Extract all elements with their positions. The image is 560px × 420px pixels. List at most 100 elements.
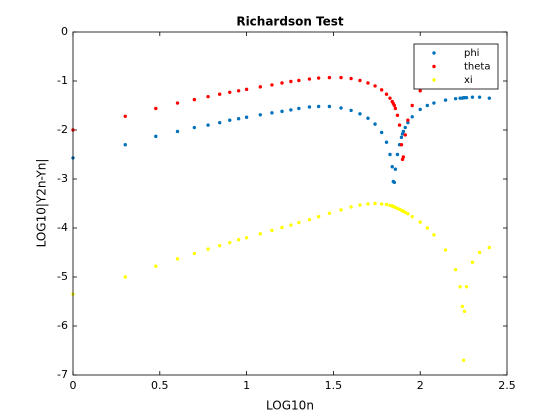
point <box>403 210 407 215</box>
point <box>425 103 430 108</box>
point <box>388 152 392 157</box>
point <box>349 76 353 81</box>
point <box>373 84 377 88</box>
point <box>307 105 312 109</box>
point <box>270 111 274 115</box>
point <box>432 233 436 237</box>
point <box>366 81 370 85</box>
point <box>460 304 465 309</box>
point <box>236 238 241 242</box>
point <box>327 211 332 215</box>
point <box>280 225 284 230</box>
point <box>401 155 406 159</box>
point <box>349 205 353 209</box>
x-tick-label: 2 <box>417 379 424 392</box>
point <box>123 275 127 279</box>
y-tick-label: -3 <box>57 172 68 185</box>
legend-marker <box>432 51 436 55</box>
point <box>358 203 362 207</box>
y-tick-label: -2 <box>57 123 68 136</box>
point <box>470 260 475 264</box>
point <box>339 208 343 212</box>
point <box>154 264 158 268</box>
point <box>399 135 404 140</box>
point <box>244 115 249 119</box>
point <box>327 104 332 109</box>
point <box>464 285 469 289</box>
point <box>379 130 384 135</box>
point <box>358 112 362 116</box>
point <box>393 167 398 171</box>
point <box>339 106 343 110</box>
point <box>206 247 210 251</box>
point <box>418 220 422 224</box>
legend-marker <box>432 64 436 69</box>
point <box>244 87 249 92</box>
point <box>406 118 410 122</box>
point <box>462 309 467 313</box>
y-axis-label: LOG10|Y2n-Yn| <box>35 159 49 248</box>
point <box>258 113 263 117</box>
point <box>154 106 158 111</box>
point <box>297 78 301 83</box>
x-tick-label: 1.5 <box>325 379 343 392</box>
point <box>307 77 312 81</box>
point <box>443 98 448 102</box>
point <box>217 120 222 125</box>
y-tick-label: -5 <box>57 270 68 283</box>
point <box>392 180 397 185</box>
point <box>217 92 222 96</box>
point <box>487 96 491 100</box>
x-tick-label: 0.5 <box>151 379 169 392</box>
point <box>297 106 301 111</box>
point <box>289 223 293 227</box>
point <box>453 96 458 101</box>
point <box>192 125 197 130</box>
point <box>280 109 284 114</box>
point <box>461 358 466 362</box>
point <box>418 107 422 112</box>
point <box>392 103 397 108</box>
point <box>316 215 321 219</box>
point <box>339 75 343 80</box>
point <box>154 134 158 139</box>
point <box>175 129 180 134</box>
point <box>410 103 414 108</box>
point <box>477 95 482 99</box>
point <box>258 232 263 236</box>
y-tick-label: -4 <box>57 221 68 234</box>
point <box>401 129 406 134</box>
point <box>236 117 241 121</box>
point <box>425 226 430 230</box>
point <box>470 95 475 99</box>
point <box>418 89 422 93</box>
point <box>217 243 222 248</box>
y-tick-label: -7 <box>57 368 68 381</box>
point <box>192 97 197 102</box>
point <box>316 104 321 109</box>
point <box>236 89 241 93</box>
point <box>379 202 384 206</box>
chart-title: Richardson Test <box>236 15 344 29</box>
point <box>289 108 293 112</box>
point <box>206 94 210 99</box>
legend-label: theta <box>464 62 490 73</box>
point <box>316 76 321 80</box>
point <box>270 228 274 233</box>
point <box>487 245 491 250</box>
point <box>123 114 127 118</box>
axes-box <box>72 31 508 376</box>
point <box>175 101 180 105</box>
legend-label: phi <box>464 48 479 59</box>
point <box>270 83 274 87</box>
point <box>123 143 127 147</box>
point <box>397 123 402 127</box>
point <box>373 201 377 206</box>
point <box>399 143 404 147</box>
point <box>206 123 210 127</box>
x-axis-label: LOG10n <box>266 399 314 413</box>
point <box>384 202 389 207</box>
point <box>175 257 180 261</box>
x-tick-label: 2.5 <box>498 379 516 392</box>
